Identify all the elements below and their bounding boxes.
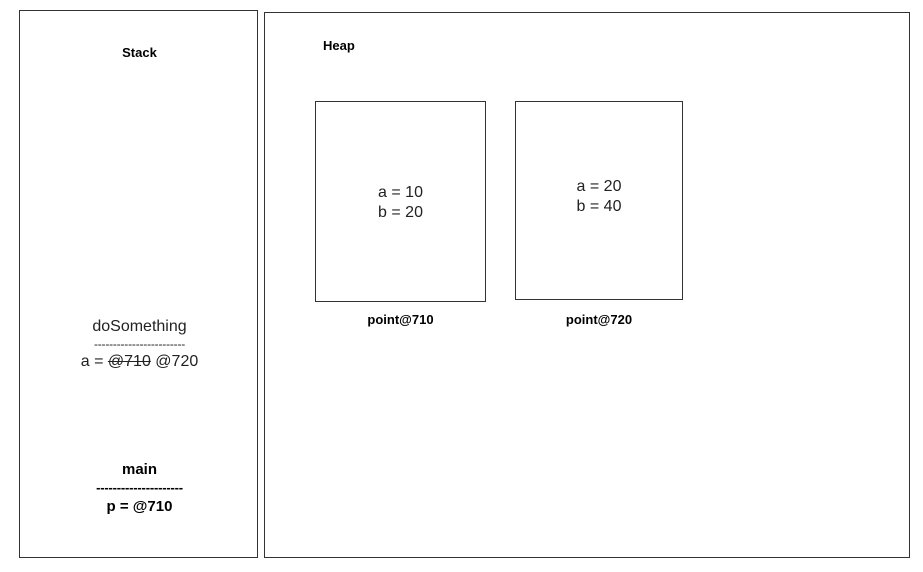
field-a: a = 10 [378,184,423,201]
frame-variable: a = @710 @720 [20,352,259,371]
heap-object-label: point@710 [367,312,434,327]
stack-frame-dosomething: doSomething ------------------------ a =… [20,317,259,371]
heap-title: Heap [323,38,355,53]
object-fields: a = 20 b = 40 [516,177,682,217]
heap-object-box: a = 10 b = 20 [315,101,486,302]
stack-panel: Stack doSomething ----------------------… [19,10,258,558]
heap-object-label: point@720 [565,312,633,327]
old-reference-struck: @710 [107,353,151,370]
field-a: a = 20 [576,178,622,195]
variable-prefix: a = [80,353,108,370]
frame-separator: --------------------- [96,480,183,495]
stack-frame-main: main --------------------- p = @710 [20,460,259,516]
frame-name: main [121,461,157,478]
field-b: b = 40 [576,198,622,215]
frame-variable: p = @710 [106,498,173,515]
object-fields: a = 10 b = 20 [316,183,485,223]
new-reference: @720 [155,353,199,370]
stack-title: Stack [122,45,157,60]
frame-name: doSomething [92,318,187,335]
field-b: b = 20 [378,204,423,221]
heap-object-box: a = 20 b = 40 [515,101,683,300]
heap-panel: Heap a = 10 b = 20 point@710 a = 20 b = … [264,12,910,558]
frame-separator: ------------------------ [93,337,186,351]
